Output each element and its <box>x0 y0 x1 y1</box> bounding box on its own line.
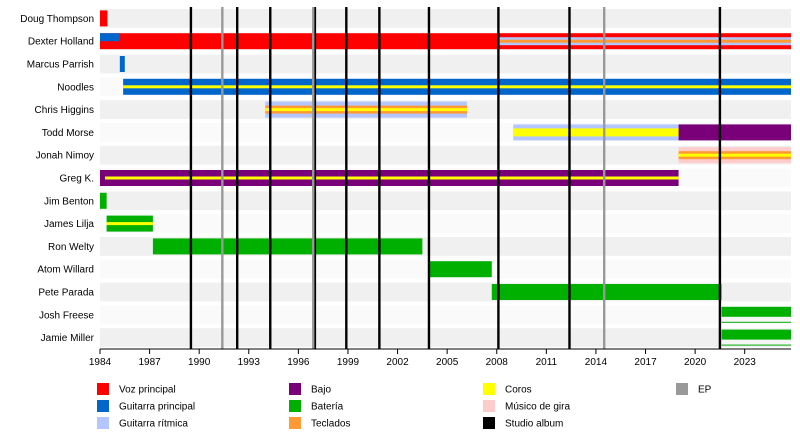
legend-swatch-rhythm_guitar <box>97 417 109 429</box>
member-names: Doug Thompson Dexter Holland Marcus Parris… <box>20 14 94 344</box>
bar-dexter-holland-keyboards-3 <box>498 39 791 43</box>
member-bars <box>100 10 791 346</box>
x-tick-label-2005: 2005 <box>436 357 459 368</box>
x-tick-label-2002: 2002 <box>386 357 409 368</box>
member-name-noodles: Noodles <box>57 82 94 93</box>
legend-label-drums: Batería <box>311 402 344 413</box>
row-bg-jim-benton <box>100 191 791 211</box>
legend-label-touring: Músico de gira <box>505 402 570 413</box>
bar-marcus-parrish-lead_guitar-0 <box>119 56 125 72</box>
legend-label-backing_vocals: Coros <box>505 385 532 396</box>
bar-jim-benton-drums-0 <box>100 192 107 209</box>
row-bg-jamie-miller <box>100 328 791 347</box>
x-tick-label-2020: 2020 <box>684 357 707 368</box>
member-name-greg-k: Greg K. <box>60 174 94 185</box>
bar-noodles-backing_vocals-1 <box>123 85 791 89</box>
member-name-dexter-holland: Dexter Holland <box>28 37 94 48</box>
x-tick-label-1987: 1987 <box>138 357 161 368</box>
x-tick-label-2014: 2014 <box>585 357 608 368</box>
legend-label-bass: Bajo <box>311 385 331 396</box>
x-axis: 1984 1987 1990 1993 1996 1999 2002 2005 2008 2011… <box>89 348 791 368</box>
x-tick-label-2011: 2011 <box>536 357 558 368</box>
release-lines <box>189 7 722 349</box>
x-tick-label-1984: 1984 <box>89 357 112 368</box>
row-bg-doug-thompson <box>100 9 791 28</box>
legend-label-vocals: Voz principal <box>119 385 176 396</box>
legend-label-studio: Studio album <box>505 419 563 430</box>
member-name-jamie-miller: Jamie Miller <box>41 333 95 344</box>
legend: Voz principal Guitarra principal Guitarra … <box>97 383 712 430</box>
legend-swatch-studio <box>483 417 495 429</box>
legend-swatch-drums <box>289 400 301 412</box>
member-name-doug-thompson: Doug Thompson <box>20 14 94 25</box>
member-name-todd-morse: Todd Morse <box>42 128 95 139</box>
x-tick-label-2017: 2017 <box>634 357 657 368</box>
member-name-atom-willard: Atom Willard <box>37 265 94 276</box>
legend-label-ep: EP <box>698 385 712 396</box>
x-tick-label-1996: 1996 <box>287 357 310 368</box>
bar-dexter-holland-lead_guitar-1 <box>100 33 120 42</box>
member-name-chris-higgins: Chris Higgins <box>35 105 94 116</box>
legend-swatch-keyboards <box>289 417 301 429</box>
legend-swatch-vocals <box>97 383 109 395</box>
legend-label-lead_guitar: Guitarra principal <box>119 402 195 413</box>
member-name-josh-freese: Josh Freese <box>39 310 94 321</box>
legend-swatch-ep <box>676 383 688 395</box>
member-name-james-lilja: James Lilja <box>44 219 94 230</box>
member-name-jonah-nimoy: Jonah Nimoy <box>36 151 94 162</box>
member-name-pete-parada: Pete Parada <box>38 288 94 299</box>
bar-ron-welty-drums-0 <box>152 238 423 255</box>
row-bg-jonah-nimoy <box>100 145 791 165</box>
bar-josh-freese-drums-1 <box>721 316 791 322</box>
x-tick-label-2008: 2008 <box>486 357 509 368</box>
member-name-jim-benton: Jim Benton <box>44 196 94 207</box>
x-tick-label-2023: 2023 <box>734 357 757 368</box>
bar-todd-morse-bass-2 <box>678 124 791 141</box>
x-tick-label-1993: 1993 <box>238 357 261 368</box>
bar-pete-parada-drums-0 <box>491 284 722 300</box>
row-bg-james-lilja <box>100 214 791 233</box>
bar-chris-higgins-backing_vocals-2 <box>265 108 467 112</box>
x-tick-label-1990: 1990 <box>188 357 211 368</box>
bar-jamie-miller-drums-1 <box>721 339 791 345</box>
legend-swatch-lead_guitar <box>97 400 109 412</box>
legend-swatch-bass <box>289 383 301 395</box>
legend-swatch-touring <box>483 400 495 412</box>
bar-doug-thompson-vocals-0 <box>100 10 108 27</box>
legend-label-keyboards: Teclados <box>311 419 350 430</box>
bar-atom-willard-drums-0 <box>428 261 492 278</box>
member-name-marcus-parrish: Marcus Parrish <box>27 60 94 71</box>
legend-label-rhythm_guitar: Guitarra rítmica <box>119 419 188 430</box>
legend-swatch-backing_vocals <box>483 383 495 395</box>
bar-james-lilja-backing_vocals-1 <box>106 222 153 226</box>
member-name-ron-welty: Ron Welty <box>48 242 94 253</box>
row-bg-josh-freese <box>100 305 791 325</box>
x-tick-label-1999: 1999 <box>337 357 360 368</box>
row-bg-marcus-parrish <box>100 54 791 74</box>
bar-jonah-nimoy-backing_vocals-2 <box>678 153 791 157</box>
bar-todd-morse-backing_vocals-1 <box>513 128 679 137</box>
bar-greg-k-backing_vocals-1 <box>104 176 679 180</box>
